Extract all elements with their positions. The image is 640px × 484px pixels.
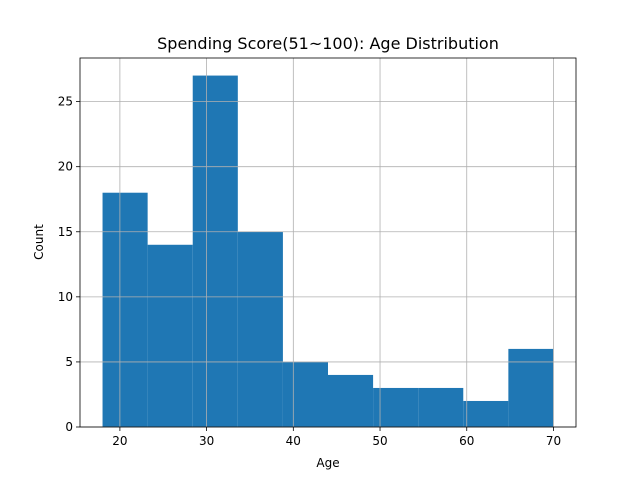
x-tick-label: 70: [546, 434, 561, 448]
histogram-bar-1: [102, 192, 148, 427]
y-tick-label: 20: [58, 160, 73, 174]
histogram-bar-5: [282, 361, 328, 427]
histogram-bar-7: [373, 387, 419, 427]
y-tick-label: 0: [65, 420, 73, 434]
histogram-bar-4: [237, 231, 283, 427]
histogram-bar-9: [463, 400, 509, 427]
histogram-bar-3: [192, 75, 238, 428]
x-tick-label: 60: [459, 434, 474, 448]
y-axis-label: Count: [32, 224, 46, 260]
x-tick-label: 20: [112, 434, 127, 448]
histogram-bar-8: [418, 387, 464, 427]
chart-title: Spending Score(51~100): Age Distribution: [157, 34, 499, 53]
y-tick-label: 5: [65, 355, 73, 369]
y-tick-label: 25: [58, 95, 73, 109]
x-axis-label: Age: [316, 456, 339, 470]
histogram-bar-2: [147, 244, 193, 427]
axes-frame: [79, 57, 577, 428]
y-tick-label: 10: [58, 290, 73, 304]
histogram-bar-6: [328, 374, 374, 427]
x-tick-label: 30: [199, 434, 214, 448]
x-tick-label: 50: [372, 434, 387, 448]
y-tick-label: 15: [58, 225, 73, 239]
x-tick-label: 40: [286, 434, 301, 448]
histogram-bar-10: [508, 348, 554, 427]
